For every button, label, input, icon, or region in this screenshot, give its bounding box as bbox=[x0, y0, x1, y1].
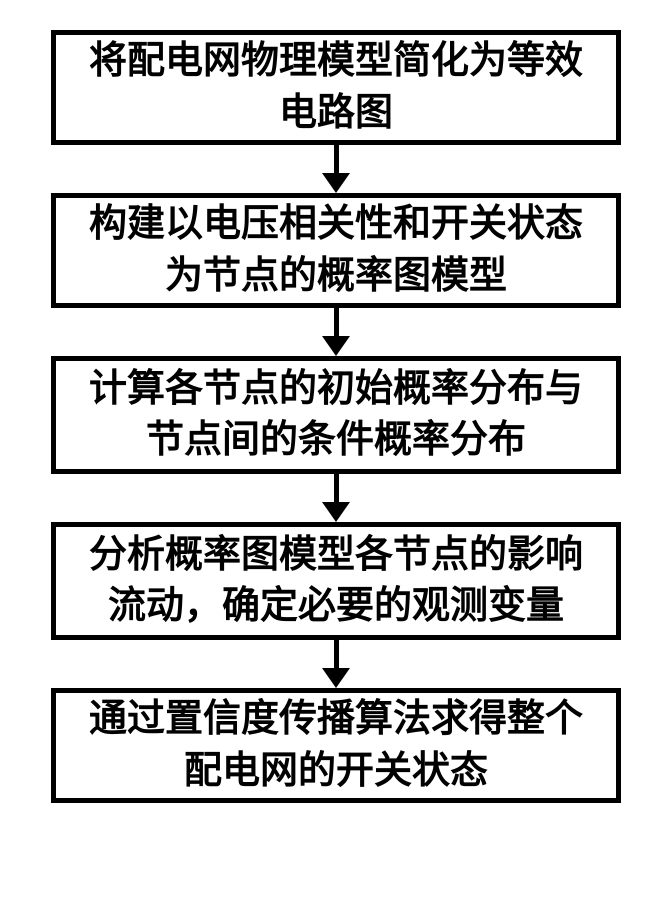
flow-node-4: 分析概率图模型各节点的影响 流动，确定必要的观测变量 bbox=[51, 522, 621, 640]
arrow-shaft-icon bbox=[334, 308, 339, 336]
flow-node-2-line2: 为节点的概率图模型 bbox=[165, 251, 507, 302]
arrow-shaft-icon bbox=[334, 640, 339, 668]
arrow-head-icon bbox=[322, 668, 350, 688]
flowchart-container: 将配电网物理模型简化为等效 电路图 构建以电压相关性和开关状态 为节点的概率图模… bbox=[51, 30, 621, 803]
flow-arrow-4 bbox=[322, 640, 350, 688]
flow-node-4-line1: 分析概率图模型各节点的影响 bbox=[89, 530, 583, 581]
flow-node-1-line2: 电路图 bbox=[279, 88, 393, 139]
flow-node-3: 计算各节点的初始概率分布与 节点间的条件概率分布 bbox=[51, 356, 621, 474]
flow-node-5: 通过置信度传播算法求得整个 配电网的开关状态 bbox=[51, 688, 621, 803]
flow-node-1-line1: 将配电网物理模型简化为等效 bbox=[89, 36, 583, 87]
flow-node-2-line1: 构建以电压相关性和开关状态 bbox=[89, 199, 583, 250]
arrow-head-icon bbox=[322, 502, 350, 522]
arrow-shaft-icon bbox=[334, 145, 339, 173]
flow-arrow-2 bbox=[322, 308, 350, 356]
flow-node-3-line2: 节点间的条件概率分布 bbox=[146, 415, 526, 466]
flow-arrow-3 bbox=[322, 474, 350, 522]
flow-node-5-line2: 配电网的开关状态 bbox=[184, 746, 488, 797]
flow-node-3-line1: 计算各节点的初始概率分布与 bbox=[89, 364, 583, 415]
arrow-head-icon bbox=[322, 336, 350, 356]
flow-node-5-line1: 通过置信度传播算法求得整个 bbox=[89, 694, 583, 745]
arrow-head-icon bbox=[322, 173, 350, 193]
arrow-shaft-icon bbox=[334, 474, 339, 502]
flow-arrow-1 bbox=[322, 145, 350, 193]
flow-node-2: 构建以电压相关性和开关状态 为节点的概率图模型 bbox=[51, 193, 621, 308]
flow-node-4-line2: 流动，确定必要的观测变量 bbox=[108, 581, 564, 632]
flow-node-1: 将配电网物理模型简化为等效 电路图 bbox=[51, 30, 621, 145]
